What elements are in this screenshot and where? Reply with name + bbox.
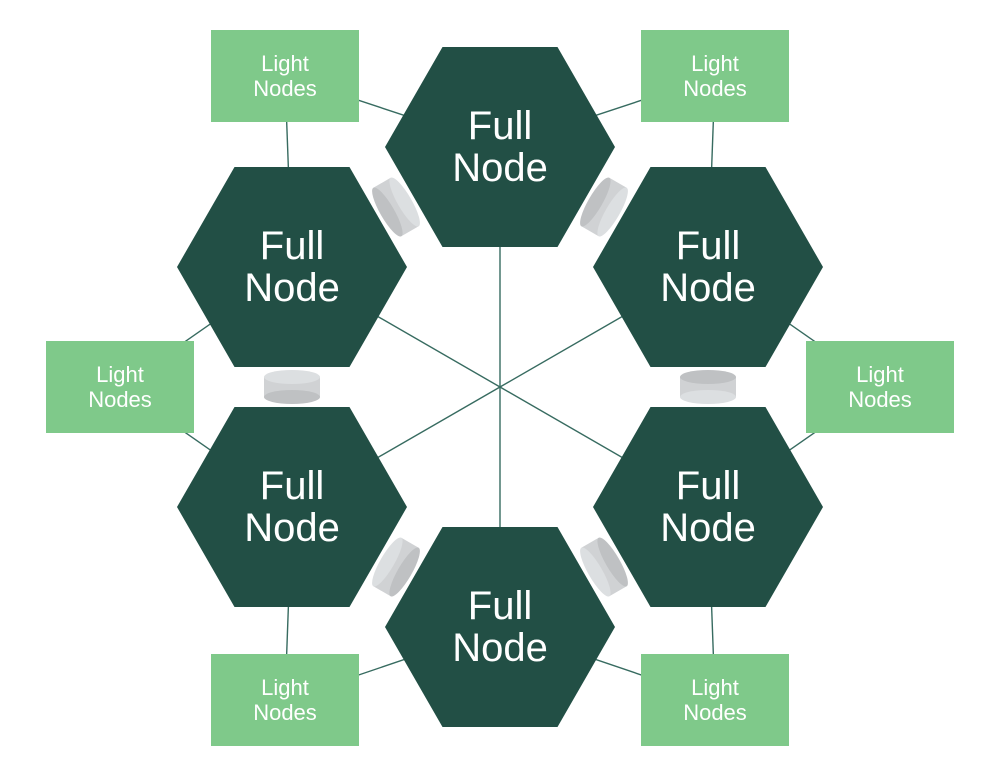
full-node-label-line1: Full xyxy=(260,224,324,268)
ring-connector xyxy=(264,370,320,404)
light-node-label-line1: Light xyxy=(691,675,739,700)
full-node-label-line1: Full xyxy=(468,584,532,628)
full-node-label-line2: Node xyxy=(660,506,756,550)
light-node-label: LightNodes xyxy=(253,675,317,726)
light-node-label-line1: Light xyxy=(96,362,144,387)
full-node-label-line1: Full xyxy=(260,464,324,508)
light-node-rect: LightNodes xyxy=(211,30,359,122)
full-node-label: FullNode xyxy=(452,585,548,669)
full-node-label-line2: Node xyxy=(244,266,340,310)
full-node-label-line2: Node xyxy=(452,146,548,190)
node-network-diagram: FullNodeFullNodeFullNodeFullNodeFullNode… xyxy=(0,0,1000,775)
full-node-label: FullNode xyxy=(660,465,756,549)
light-node-label-line2: Nodes xyxy=(253,700,317,725)
full-node-label: FullNode xyxy=(660,225,756,309)
light-node-label-line2: Nodes xyxy=(253,76,317,101)
light-node-label: LightNodes xyxy=(848,362,912,413)
light-node-rect: LightNodes xyxy=(641,654,789,746)
light-node-label-line2: Nodes xyxy=(683,76,747,101)
full-node-label-line2: Node xyxy=(452,626,548,670)
light-node-label: LightNodes xyxy=(253,51,317,102)
light-node-rect: LightNodes xyxy=(641,30,789,122)
light-node-rect: LightNodes xyxy=(46,341,194,433)
full-node-label-line2: Node xyxy=(660,266,756,310)
ring-connector xyxy=(680,370,736,404)
full-node-label: FullNode xyxy=(244,465,340,549)
full-node-label-line1: Full xyxy=(676,224,740,268)
light-node-label: LightNodes xyxy=(88,362,152,413)
light-node-rect: LightNodes xyxy=(211,654,359,746)
light-node-label-line1: Light xyxy=(261,51,309,76)
light-node-label-line2: Nodes xyxy=(848,387,912,412)
full-node-label: FullNode xyxy=(244,225,340,309)
light-node-label-line2: Nodes xyxy=(88,387,152,412)
light-node-label-line1: Light xyxy=(691,51,739,76)
light-node-label-line1: Light xyxy=(856,362,904,387)
full-node-label-line1: Full xyxy=(676,464,740,508)
light-node-label: LightNodes xyxy=(683,51,747,102)
full-node-label: FullNode xyxy=(452,105,548,189)
light-node-label-line2: Nodes xyxy=(683,700,747,725)
light-node-rect: LightNodes xyxy=(806,341,954,433)
full-node-label-line2: Node xyxy=(244,506,340,550)
full-node-label-line1: Full xyxy=(468,104,532,148)
light-node-label-line1: Light xyxy=(261,675,309,700)
light-node-label: LightNodes xyxy=(683,675,747,726)
